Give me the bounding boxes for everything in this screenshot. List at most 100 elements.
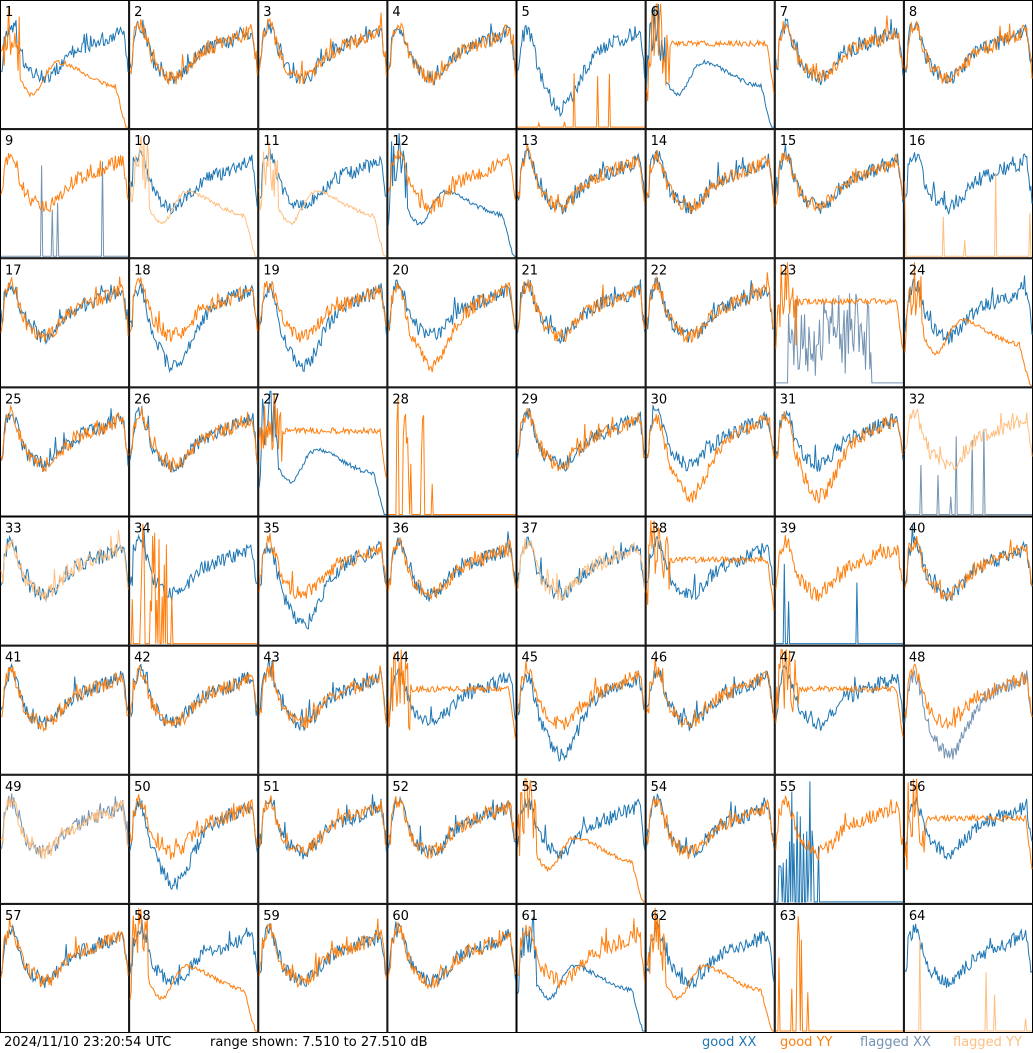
yy-trace [129, 664, 258, 727]
panel-label: 13 [522, 134, 539, 149]
spectrum-panel: 15 [774, 129, 904, 259]
xx-trace [517, 24, 646, 118]
yy-trace [775, 15, 904, 83]
panel-frame [774, 0, 904, 130]
spectrum-panel: 54 [645, 774, 775, 904]
spectrum-panel: 33 [0, 516, 130, 646]
yy-trace [904, 172, 1032, 257]
spectrum-panel: 36 [387, 516, 517, 646]
panel-label: 7 [780, 5, 788, 20]
spectrum-panel: 59 [258, 903, 388, 1033]
spectrum-panel: 41 [0, 645, 130, 775]
spectrum-panel: 52 [387, 774, 517, 904]
xx-trace [517, 916, 645, 1032]
yy-trace [258, 659, 387, 730]
panel-label: 30 [651, 392, 668, 407]
spectrum-panel: 26 [129, 387, 259, 517]
panel-label: 59 [263, 909, 280, 924]
spectrum-panel: 13 [516, 129, 646, 259]
xx-trace [904, 429, 1032, 515]
panel-label: 31 [780, 392, 797, 407]
panel-label: 50 [134, 780, 151, 795]
panel-label: 9 [5, 134, 13, 149]
panel-frame [0, 129, 130, 259]
panel-frame [0, 903, 130, 1033]
yy-trace [258, 280, 387, 343]
panel-label: 26 [134, 392, 151, 407]
panel-label: 62 [651, 909, 668, 924]
spectrum-panel: 43 [258, 645, 388, 775]
legend-flagged-yy: flagged YY [953, 1035, 1022, 1050]
panel-label: 46 [651, 651, 668, 666]
panel-label: 14 [651, 134, 668, 149]
panel-label: 41 [5, 651, 22, 666]
panel-label: 4 [392, 5, 400, 20]
yy-trace [646, 272, 775, 344]
yy-trace [129, 907, 258, 1032]
spectrum-panel: 5 [516, 0, 646, 130]
spectrum-panel: 1 [0, 0, 130, 130]
spectrum-panel: 61 [516, 903, 646, 1033]
yy-trace [646, 150, 775, 215]
yy-trace [0, 530, 129, 602]
panel-label: 47 [780, 651, 797, 666]
spectrum-panel: 30 [645, 387, 775, 517]
panel-label: 12 [392, 134, 409, 149]
spectrum-panel: 18 [129, 258, 259, 388]
spectrum-panel: 48 [903, 645, 1033, 775]
spectrum-panel: 51 [258, 774, 388, 904]
spectrum-panel: 14 [645, 129, 775, 259]
yy-trace [517, 73, 645, 128]
xx-trace [129, 283, 258, 374]
panel-label: 45 [522, 651, 539, 666]
yy-trace [904, 262, 1032, 386]
xx-trace [259, 540, 387, 630]
panel-label: 53 [522, 780, 539, 795]
yy-trace [0, 795, 129, 860]
spectrum-panel: 29 [516, 387, 646, 517]
spectrum-panel: 31 [774, 387, 904, 517]
xx-trace [517, 797, 646, 860]
panel-label: 27 [263, 392, 280, 407]
panel-frame [645, 258, 775, 388]
spectrum-panel: 39 [774, 516, 904, 646]
xx-trace [775, 293, 903, 384]
panel-label: 25 [5, 392, 22, 407]
panel-frame [903, 774, 1033, 904]
legend-good-yy: good YY [780, 1035, 833, 1050]
spectrum-panel: 38 [645, 516, 775, 646]
spectrum-panel: 28 [387, 387, 517, 517]
spectrum-panel: 62 [645, 903, 775, 1033]
spectrum-panel: 34 [129, 516, 259, 646]
spectrum-panel: 7 [774, 0, 904, 130]
xx-trace [646, 536, 775, 601]
panel-frame [903, 129, 1033, 259]
spectrum-panel: 63 [774, 903, 904, 1033]
spectrum-panel: 6 [645, 0, 775, 130]
yy-trace [646, 413, 775, 503]
xx-trace [904, 152, 1033, 215]
xx-trace [258, 20, 387, 85]
panel-label: 43 [263, 651, 280, 666]
spectrum-panel: 44 [387, 645, 517, 775]
xx-trace [775, 664, 904, 731]
panel-label: 2 [134, 5, 142, 20]
panel-frame [387, 903, 517, 1033]
spectrum-panel: 21 [516, 258, 646, 388]
panel-frame [258, 645, 388, 775]
xx-trace [646, 669, 775, 731]
panel-label: 19 [263, 263, 280, 278]
spectrum-panel: 40 [903, 516, 1033, 646]
yy-trace [258, 918, 387, 989]
panel-label: 1 [5, 5, 13, 20]
spectrum-panel: 8 [903, 0, 1033, 130]
panel-label: 56 [909, 780, 926, 795]
panel-label: 34 [134, 522, 151, 537]
panel-label: 40 [909, 522, 926, 537]
legend-good-xx: good XX [702, 1035, 757, 1050]
yy-trace [387, 281, 516, 373]
spectrum-panel: 57 [0, 903, 130, 1033]
yy-trace [387, 796, 516, 860]
xx-trace [387, 133, 516, 257]
panel-label: 16 [909, 134, 926, 149]
